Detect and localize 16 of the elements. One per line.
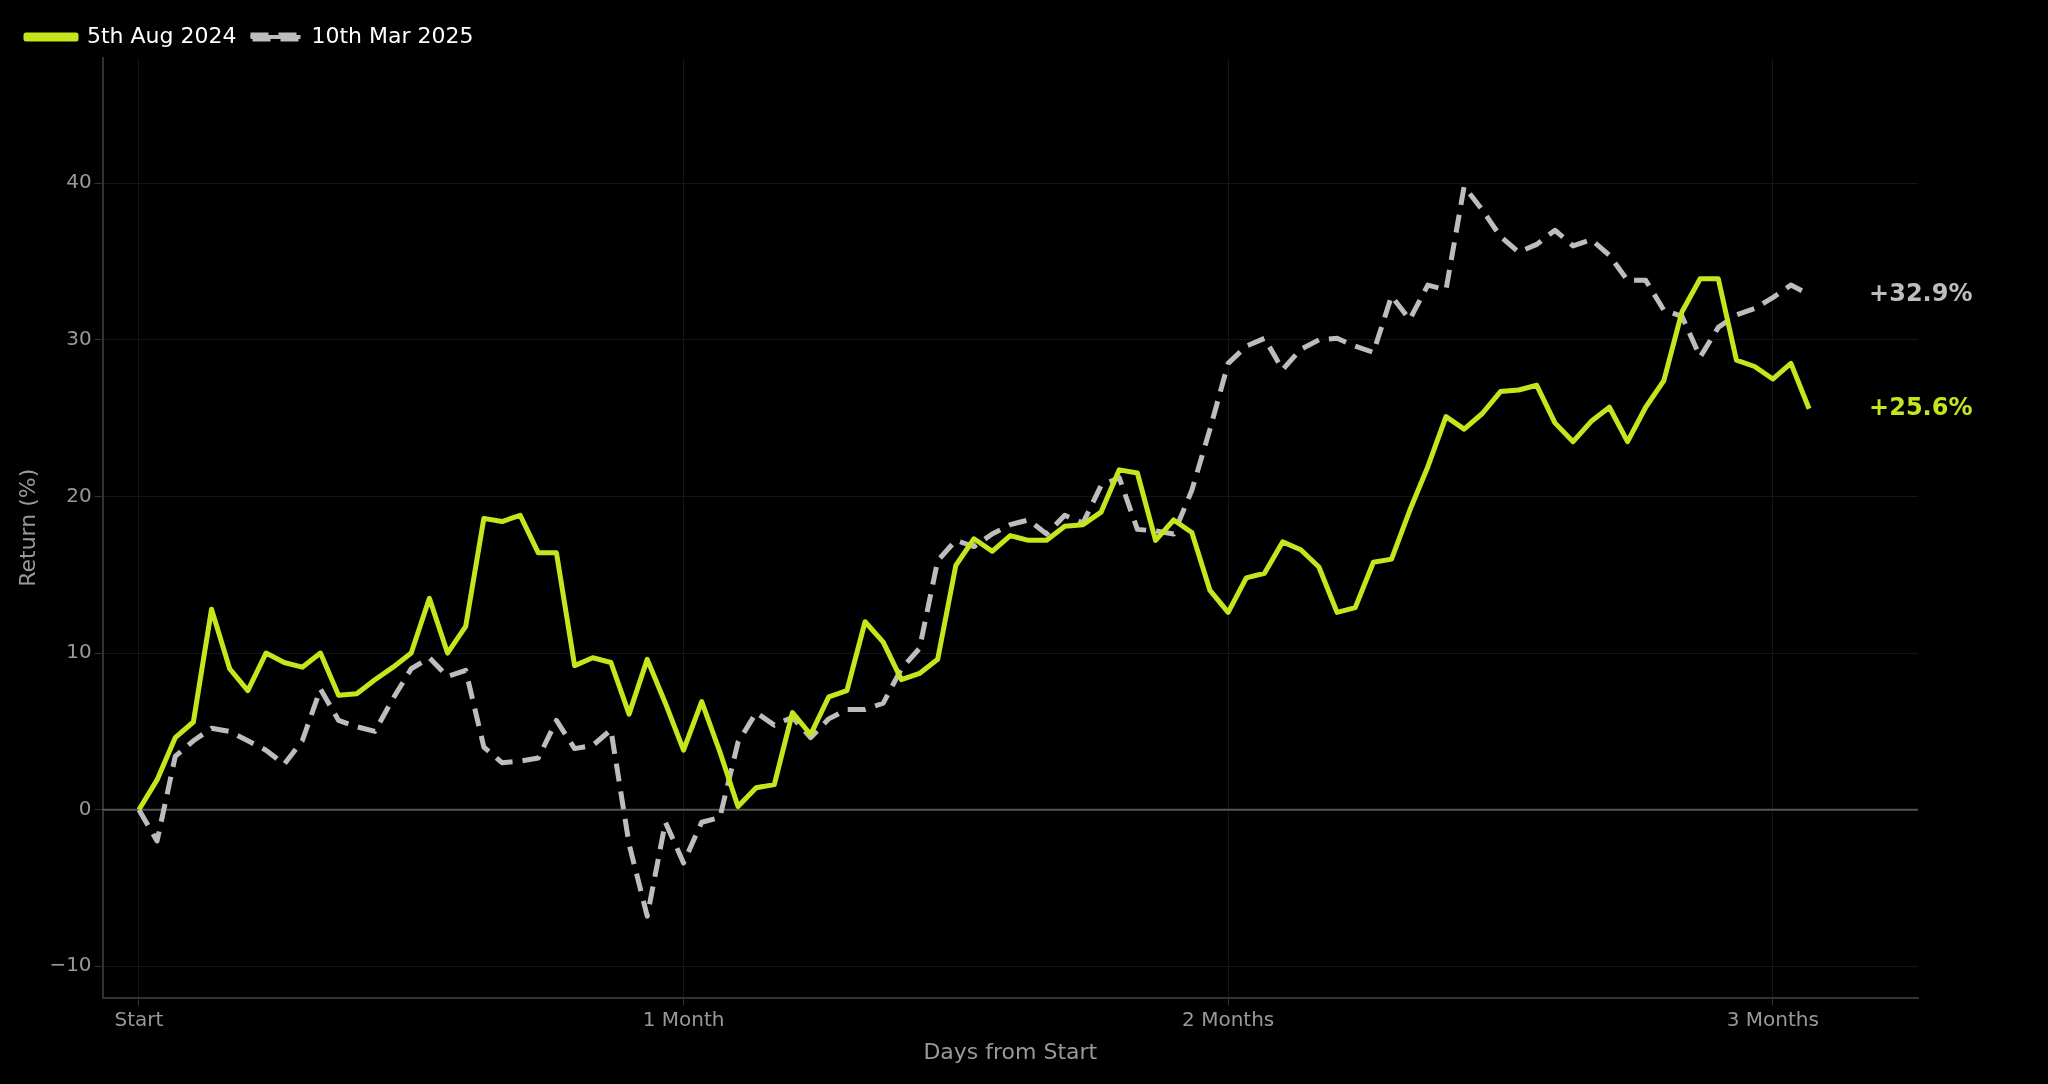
y-tick-label: 20 [66, 482, 92, 507]
x-tick-label: 3 Months [1726, 1006, 1819, 1031]
x-tick-label: Start [114, 1006, 164, 1031]
y-tick-label: 30 [66, 326, 92, 351]
x-tick-label: 1 Month [642, 1006, 725, 1031]
y-tick-label: 10 [66, 639, 92, 664]
text: +32.9% [1869, 278, 1973, 307]
y-tick-label: −10 [49, 952, 92, 977]
text: +25.6% [1869, 393, 1973, 422]
x-axis-title: Days from Start [923, 1038, 1098, 1064]
y-axis-title: Return (%) [14, 468, 40, 587]
x-tick-label: 2 Months [1182, 1006, 1275, 1031]
y-tick-label: 40 [66, 169, 92, 194]
legend-label: 10th Mar 2025 [311, 22, 474, 48]
y-tick-label: 0 [78, 795, 92, 820]
legend-label: 5th Aug 2024 [87, 22, 237, 48]
